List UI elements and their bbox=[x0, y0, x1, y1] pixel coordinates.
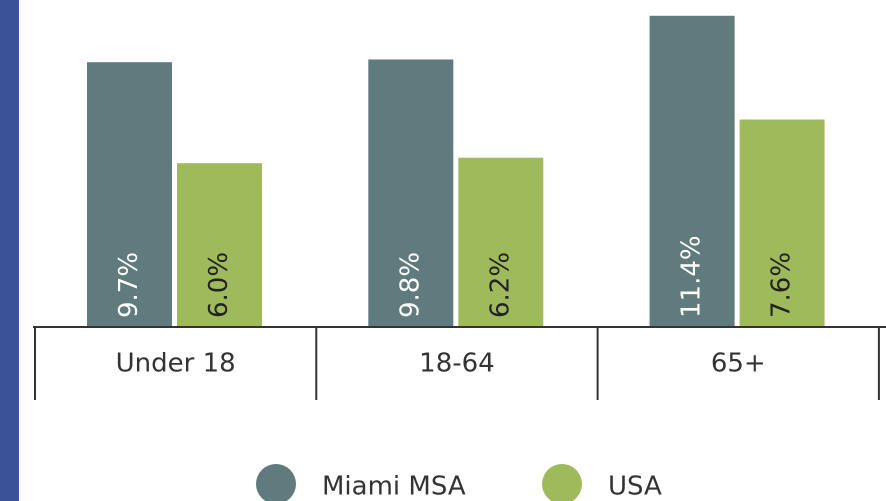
bar bbox=[177, 163, 262, 327]
value-label: 9.8% bbox=[395, 252, 425, 318]
x-tick-label: 65+ bbox=[711, 349, 766, 379]
x-tick-label: 18-64 bbox=[419, 349, 495, 379]
bar bbox=[649, 15, 735, 328]
side-strip bbox=[0, 0, 19, 501]
value-label: 7.6% bbox=[767, 252, 797, 318]
value-label: 11.4% bbox=[677, 235, 707, 318]
value-label: 6.2% bbox=[485, 252, 515, 318]
value-label: 6.0% bbox=[204, 252, 234, 318]
value-label: 9.7% bbox=[114, 252, 144, 318]
x-tick-label: Under 18 bbox=[116, 349, 236, 379]
legend-swatch bbox=[542, 464, 582, 501]
bar bbox=[458, 157, 544, 327]
bar bbox=[739, 119, 825, 328]
bar bbox=[87, 62, 172, 327]
legend-swatch bbox=[256, 464, 296, 501]
legend-label: USA bbox=[608, 472, 662, 501]
bar bbox=[368, 59, 454, 328]
legend-label: Miami MSA bbox=[322, 472, 466, 501]
